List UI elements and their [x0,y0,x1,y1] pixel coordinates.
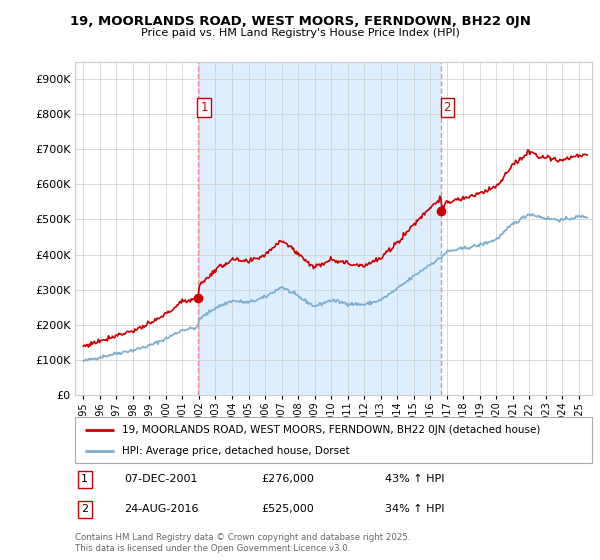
Text: £525,000: £525,000 [261,505,314,515]
Text: 34% ↑ HPI: 34% ↑ HPI [385,505,445,515]
Text: £276,000: £276,000 [261,474,314,484]
Text: 43% ↑ HPI: 43% ↑ HPI [385,474,445,484]
Text: 2: 2 [81,505,88,515]
Text: 2: 2 [443,101,451,114]
Text: 1: 1 [81,474,88,484]
FancyBboxPatch shape [75,417,592,463]
Text: 19, MOORLANDS ROAD, WEST MOORS, FERNDOWN, BH22 0JN: 19, MOORLANDS ROAD, WEST MOORS, FERNDOWN… [70,15,530,28]
Text: 1: 1 [200,101,208,114]
Bar [198,62,441,395]
Text: HPI: Average price, detached house, Dorset: HPI: Average price, detached house, Dors… [122,446,349,456]
Text: 19, MOORLANDS ROAD, WEST MOORS, FERNDOWN, BH22 0JN (detached house): 19, MOORLANDS ROAD, WEST MOORS, FERNDOWN… [122,424,540,435]
Text: Contains HM Land Registry data © Crown copyright and database right 2025.
This d: Contains HM Land Registry data © Crown c… [75,533,410,553]
Text: Price paid vs. HM Land Registry's House Price Index (HPI): Price paid vs. HM Land Registry's House … [140,28,460,38]
Text: 07-DEC-2001: 07-DEC-2001 [124,474,197,484]
Text: 24-AUG-2016: 24-AUG-2016 [124,505,199,515]
